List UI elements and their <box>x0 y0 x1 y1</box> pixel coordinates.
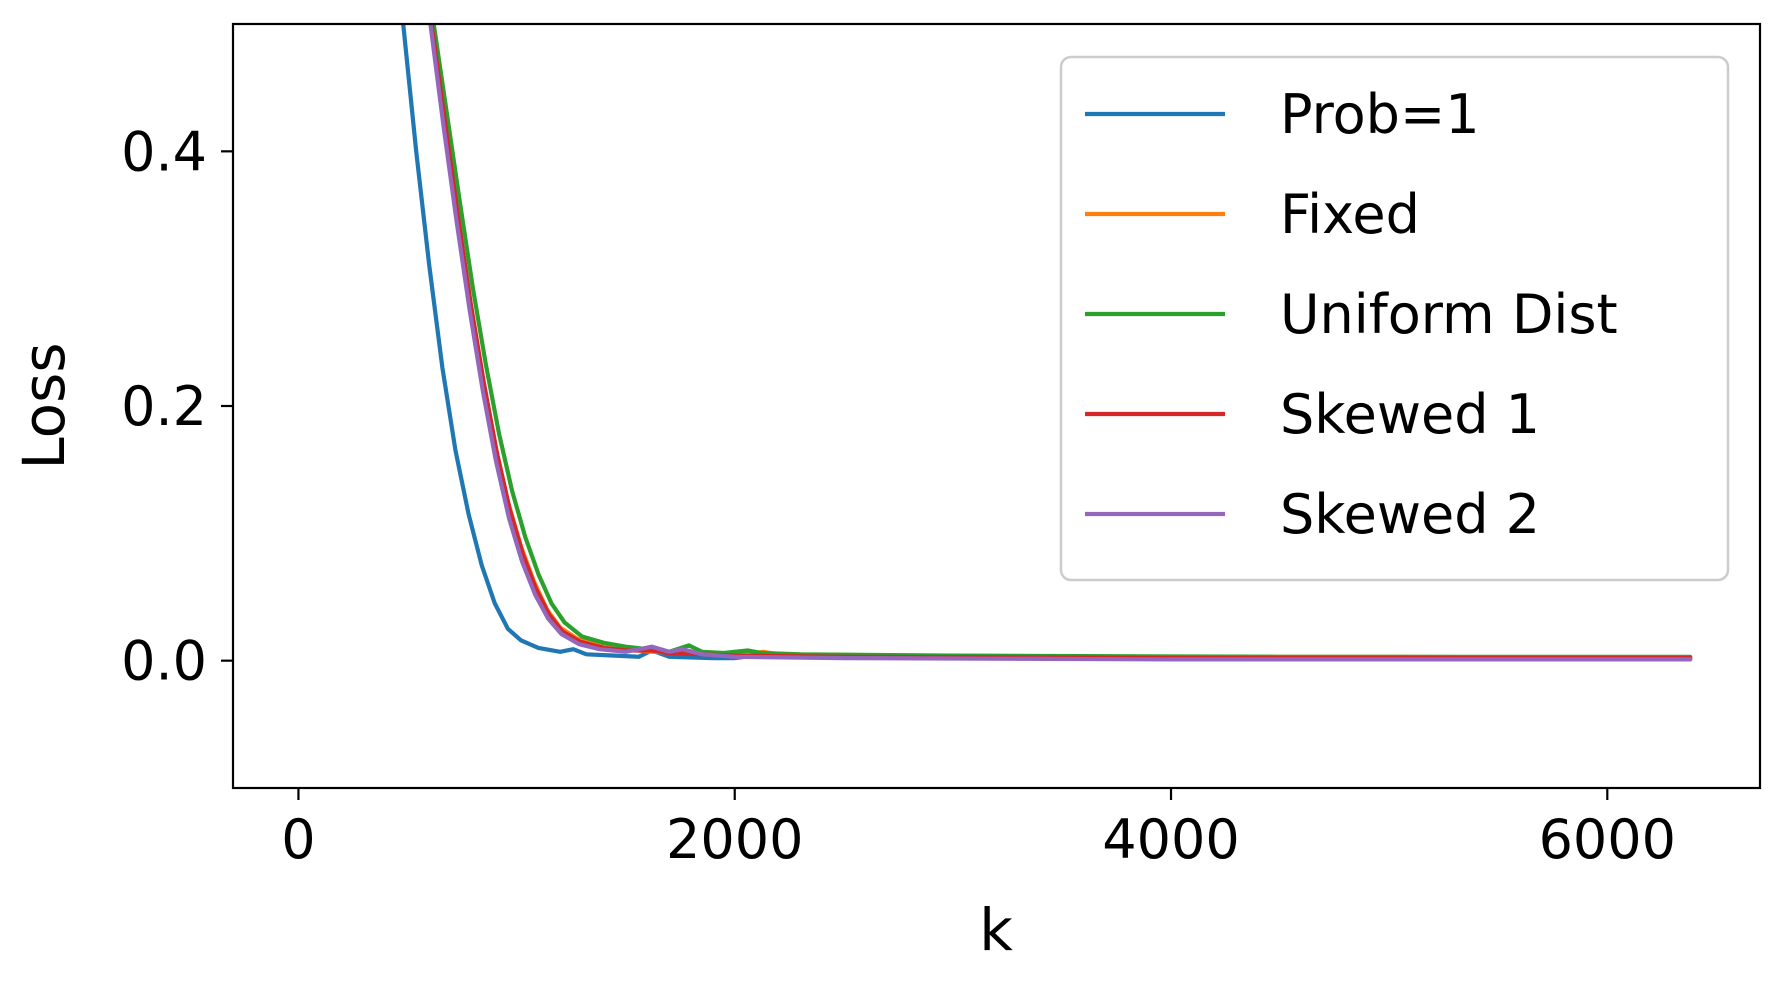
x-axis: 0 2000 4000 6000 <box>281 788 1676 871</box>
y-tick-label: 0.2 <box>121 375 207 438</box>
legend-label-2: Fixed <box>1280 183 1420 246</box>
legend-box <box>1059 55 1730 582</box>
x-axis-label: k <box>979 896 1013 964</box>
series-line-3 <box>431 24 1693 659</box>
legend-label-5: Skewed 2 <box>1280 483 1540 546</box>
legend-label-4: Skewed 1 <box>1280 383 1540 446</box>
y-axis: 0.0 0.2 0.4 <box>121 120 233 693</box>
x-tick-label: 6000 <box>1539 808 1676 871</box>
legend-label-1: Prob=1 <box>1280 83 1480 146</box>
legend: Prob=1 Fixed Uniform Dist Skewed 1 Skewed 2 <box>1059 55 1730 582</box>
y-tick-label: 0.0 <box>121 630 207 693</box>
legend-label-3: Uniform Dist <box>1280 283 1618 346</box>
x-tick-label: 0 <box>281 808 315 871</box>
y-axis-label: Loss <box>10 342 78 469</box>
series-line-5 <box>428 24 1693 662</box>
x-tick-label: 2000 <box>666 808 803 871</box>
series-layer <box>401 24 1693 662</box>
y-tick-label: 0.4 <box>121 120 207 183</box>
x-tick-label: 4000 <box>1102 808 1239 871</box>
